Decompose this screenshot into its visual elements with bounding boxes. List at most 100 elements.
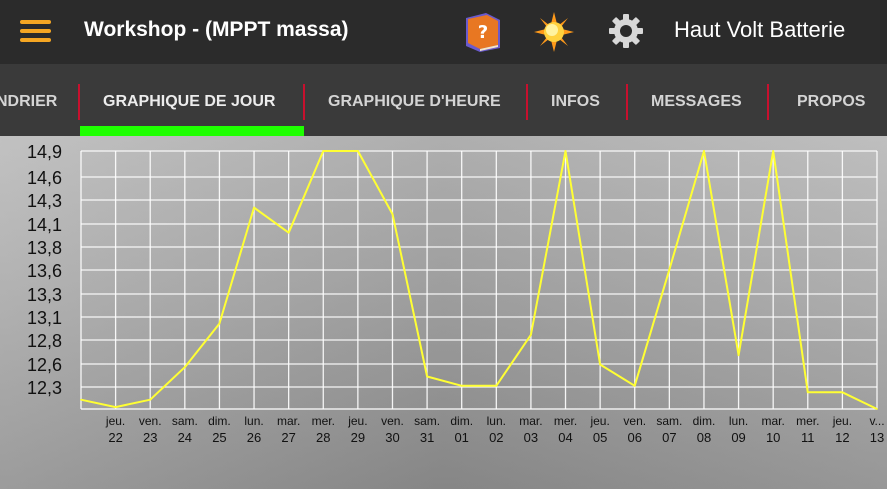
- voltage-series-line: [80, 150, 878, 410]
- tab-separator: [626, 84, 628, 120]
- data-point: [668, 268, 671, 271]
- x-tick-day-label: mer.: [312, 414, 335, 428]
- data-point: [703, 150, 705, 152]
- tab-separator: [767, 84, 769, 120]
- tab-graphique-de-jour[interactable]: GRAPHIQUE DE JOUR: [103, 93, 276, 110]
- y-tick-label: 14,6: [27, 168, 62, 188]
- data-point: [530, 333, 532, 336]
- x-tick-date-label: 01: [454, 430, 468, 445]
- data-point: [564, 150, 567, 152]
- x-tick-day-label: ven.: [381, 414, 404, 428]
- tab-infos[interactable]: INFOS: [551, 93, 600, 110]
- active-tab-indicator: [80, 126, 304, 136]
- x-tick-day-label: jeu.: [832, 414, 852, 428]
- gear-icon[interactable]: [607, 12, 645, 50]
- data-point: [633, 384, 636, 387]
- x-tick-day-label: lun.: [729, 414, 748, 428]
- y-tick-label: 14,1: [27, 215, 62, 235]
- x-tick-date-label: 09: [731, 430, 745, 445]
- data-point: [80, 398, 82, 401]
- x-tick-day-label: sam.: [656, 414, 682, 428]
- x-tick-day-label: jeu.: [105, 414, 125, 428]
- data-point: [114, 406, 117, 408]
- y-tick-label: 12,8: [27, 331, 62, 351]
- x-tick-day-label: mar.: [519, 414, 542, 428]
- x-tick-date-label: 22: [108, 430, 122, 445]
- y-tick-label: 12,6: [27, 355, 62, 375]
- x-tick-date-label: 26: [247, 430, 261, 445]
- x-tick-date-label: 27: [281, 430, 295, 445]
- data-point: [876, 408, 878, 410]
- sun-icon[interactable]: [532, 10, 576, 54]
- x-tick-date-label: 08: [697, 430, 711, 445]
- x-tick-date-label: 29: [351, 430, 365, 445]
- y-tick-label: 12,3: [27, 378, 62, 398]
- data-point: [149, 398, 152, 401]
- x-tick-day-label: sam.: [414, 414, 440, 428]
- menu-icon[interactable]: [20, 20, 51, 42]
- data-point: [184, 366, 186, 369]
- x-tick-date-label: 06: [628, 430, 642, 445]
- x-tick-date-label: 05: [593, 430, 607, 445]
- x-tick-day-label: jeu.: [589, 414, 609, 428]
- x-tick-day-label: lun.: [487, 414, 506, 428]
- x-tick-date-label: 12: [835, 430, 849, 445]
- x-tick-date-label: 31: [420, 430, 434, 445]
- tab-propos[interactable]: PROPOS: [797, 93, 866, 110]
- svg-text:?: ?: [478, 22, 488, 43]
- tab-messages[interactable]: MESSAGES: [651, 93, 742, 110]
- x-tick-day-label: dim.: [450, 414, 473, 428]
- battery-name[interactable]: Haut Volt Batterie: [674, 17, 846, 42]
- data-point: [322, 150, 325, 152]
- app-title: Workshop - (MPPT massa): [84, 18, 349, 41]
- x-tick-day-label: dim.: [208, 414, 231, 428]
- x-tick-date-label: 25: [212, 430, 226, 445]
- x-tick-day-label: mer.: [796, 414, 819, 428]
- data-point: [218, 322, 221, 325]
- tab-calendrier[interactable]: NDRIER: [0, 93, 58, 110]
- tab-separator: [78, 84, 80, 120]
- x-tick-day-label: sam.: [172, 414, 198, 428]
- x-tick-day-label: mar.: [277, 414, 300, 428]
- x-tick-date-label: 11: [801, 430, 815, 445]
- data-point: [391, 213, 394, 215]
- x-tick-day-label: mar.: [762, 414, 785, 428]
- data-point: [599, 363, 601, 366]
- data-point: [357, 150, 359, 152]
- x-tick-day-label: mer.: [554, 414, 577, 428]
- data-point: [253, 206, 255, 209]
- data-point: [495, 384, 498, 387]
- daily-voltage-chart: 14,9 14,6 14,3 14,1 13,8 13,6 13,3 13,1 12,8 12,6…: [27, 142, 885, 445]
- y-tick-label: 13,6: [27, 261, 62, 281]
- data-point: [841, 391, 844, 394]
- x-tick-date-label: 24: [178, 430, 192, 445]
- x-tick-date-label: 13: [870, 430, 884, 445]
- x-tick-date-label: 23: [143, 430, 157, 445]
- tab-separator: [526, 84, 528, 120]
- y-tick-label: 13,1: [27, 308, 62, 328]
- x-tick-day-label: v...: [869, 414, 884, 428]
- tab-bar: NDRIER GRAPHIQUE DE JOUR GRAPHIQUE D'HEU…: [0, 64, 887, 136]
- x-tick-date-label: 30: [385, 430, 399, 445]
- x-tick-day-label: ven.: [623, 414, 646, 428]
- y-tick-label: 13,8: [27, 238, 62, 258]
- x-tick-date-label: 03: [524, 430, 538, 445]
- app-toolbar: Workshop - (MPPT massa) ?: [0, 0, 887, 64]
- x-tick-date-label: 04: [558, 430, 572, 445]
- data-point: [426, 375, 428, 378]
- x-tick-day-label: jeu.: [347, 414, 367, 428]
- tab-graphique-d-heure[interactable]: GRAPHIQUE D'HEURE: [328, 93, 501, 110]
- data-point: [737, 354, 740, 356]
- tab-separator: [303, 84, 305, 120]
- x-tick-date-label: 02: [489, 430, 503, 445]
- data-point: [806, 391, 809, 394]
- x-tick-date-label: 10: [766, 430, 780, 445]
- y-tick-label: 14,3: [27, 191, 62, 211]
- y-tick-label: 14,9: [27, 142, 62, 162]
- help-book-icon[interactable]: ?: [460, 10, 506, 54]
- x-tick-day-label: ven.: [139, 414, 162, 428]
- data-point: [772, 150, 774, 152]
- x-tick-day-label: lun.: [244, 414, 263, 428]
- data-point: [287, 231, 290, 234]
- data-point: [460, 384, 463, 387]
